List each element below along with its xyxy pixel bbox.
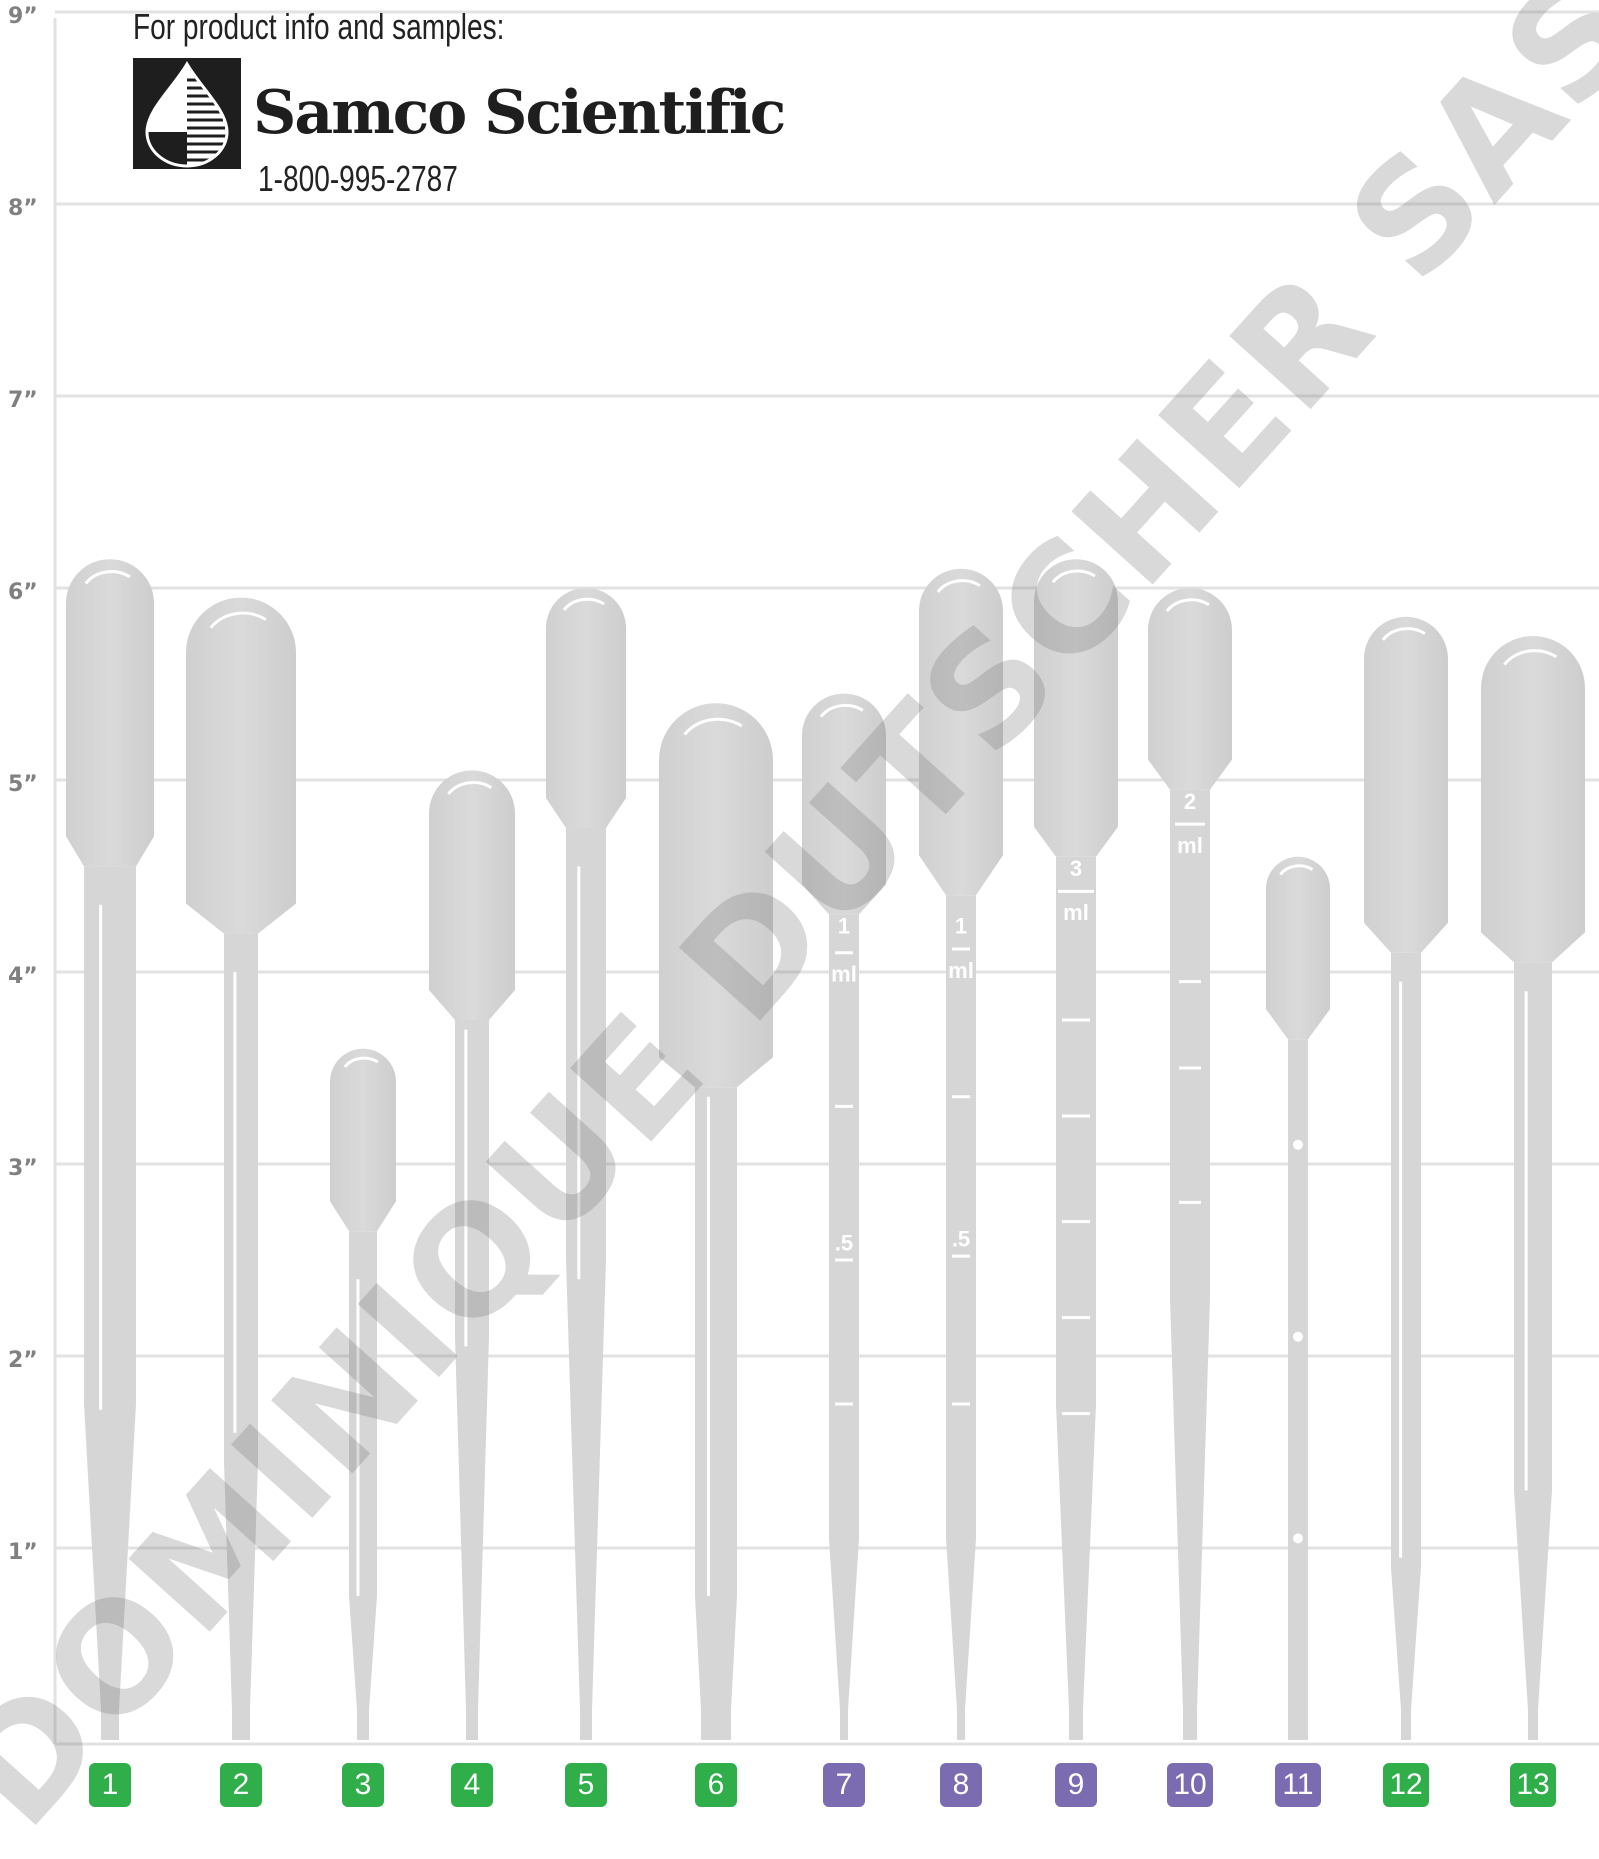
pipette-highlight-13 bbox=[1503, 649, 1558, 666]
pipette-bulb-9 bbox=[1034, 559, 1118, 857]
pipette-badge-4: 4 bbox=[451, 1763, 493, 1807]
pipette-stem-10 bbox=[1170, 789, 1210, 1740]
pipette-stem-7 bbox=[829, 914, 859, 1740]
pipette-bulb-4 bbox=[429, 770, 515, 1020]
pipette-bulb-10 bbox=[1148, 588, 1232, 790]
pipette-badge-9: 9 bbox=[1055, 1763, 1097, 1807]
pipette-3 bbox=[330, 1048, 396, 1740]
pipette-10 bbox=[1148, 588, 1232, 1740]
phone-number: 1-800-995-2787 bbox=[258, 158, 458, 199]
ruler-label-2: 2” bbox=[8, 1348, 38, 1373]
p8-label-half: .5 bbox=[952, 1227, 970, 1252]
pipette-badge-12: 12 bbox=[1383, 1763, 1429, 1807]
product-info-text: For product info and samples: bbox=[133, 6, 505, 47]
p9-label-unit: ml bbox=[1063, 900, 1089, 925]
pipette-highlight-3 bbox=[343, 1056, 379, 1068]
pipette-9 bbox=[1034, 559, 1118, 1740]
pipette-6 bbox=[659, 703, 773, 1740]
pipette-stem-13 bbox=[1514, 962, 1552, 1740]
pipette-bulb-11 bbox=[1266, 856, 1330, 1040]
pipette-bulb-2 bbox=[186, 597, 296, 934]
pipette-stem-5 bbox=[566, 828, 606, 1740]
pipette-7 bbox=[802, 693, 886, 1740]
pipette-highlight-10 bbox=[1165, 598, 1210, 613]
samco-logo bbox=[133, 58, 241, 169]
ruler-label-8: 8” bbox=[8, 196, 38, 221]
pipette-stem-9 bbox=[1056, 856, 1096, 1740]
pipette-stem-11 bbox=[1288, 1039, 1308, 1740]
pipette-8 bbox=[919, 568, 1003, 1740]
pipette-badge-13: 13 bbox=[1510, 1763, 1556, 1807]
pipette-bulb-6 bbox=[659, 703, 773, 1088]
pipette-highlight-4 bbox=[447, 781, 493, 796]
pipette-highlight-6 bbox=[683, 717, 743, 736]
ruler-label-1: 1” bbox=[8, 1540, 38, 1565]
pipette-stem-12 bbox=[1391, 952, 1421, 1740]
drop-logo-icon bbox=[145, 61, 229, 168]
p10-label-unit: ml bbox=[1177, 833, 1203, 858]
pipette-badge-5: 5 bbox=[565, 1763, 607, 1807]
pipette-13 bbox=[1481, 636, 1585, 1740]
pipette-stem-3 bbox=[349, 1231, 377, 1740]
pipette-bulb-12 bbox=[1364, 616, 1448, 953]
pipette-bulb-1 bbox=[66, 559, 154, 867]
p9-label-top: 3 bbox=[1070, 856, 1082, 881]
pipette-stem-2 bbox=[224, 933, 258, 1740]
p8-label-unit: ml bbox=[948, 958, 974, 983]
pipette-highlight-7 bbox=[819, 703, 864, 718]
pipette-dot-2 bbox=[1293, 1331, 1303, 1342]
pipette-highlight-1 bbox=[84, 570, 131, 585]
pipette-bulb-5 bbox=[546, 588, 626, 828]
pipette-badge-3: 3 bbox=[342, 1763, 384, 1807]
pipette-stem-8 bbox=[946, 895, 976, 1740]
p7-label-top: 1 bbox=[838, 914, 850, 939]
pipette-highlight-12 bbox=[1381, 627, 1426, 641]
pipette-5 bbox=[546, 588, 626, 1740]
ruler-label-9: 9” bbox=[8, 4, 38, 29]
pipette-stem-6 bbox=[695, 1087, 737, 1740]
p7-label-half: .5 bbox=[835, 1230, 853, 1255]
pipette-badge-8: 8 bbox=[940, 1763, 982, 1807]
ruler-label-5: 5” bbox=[8, 772, 38, 797]
pipette-dot-3 bbox=[1293, 1533, 1303, 1544]
p8-label-top: 1 bbox=[955, 914, 967, 939]
pipette-12 bbox=[1364, 616, 1448, 1740]
pipettes-layer: 1 ml .5 1 ml .5 3 ml 2 ml bbox=[66, 559, 1585, 1740]
pipette-11 bbox=[1266, 856, 1330, 1740]
pipette-dot-1 bbox=[1293, 1139, 1303, 1150]
ruler-label-3: 3” bbox=[8, 1156, 38, 1181]
pipette-badge-1: 1 bbox=[89, 1763, 131, 1807]
p10-label-top: 2 bbox=[1184, 789, 1196, 814]
pipette-stem-4 bbox=[455, 1020, 489, 1740]
ruler-label-4: 4” bbox=[8, 964, 38, 989]
pipette-highlight-5 bbox=[562, 597, 605, 611]
pipette-highlight-8 bbox=[936, 579, 981, 593]
pipette-highlight-11 bbox=[1279, 864, 1314, 876]
pipette-badge-10: 10 bbox=[1167, 1763, 1213, 1807]
pipette-4 bbox=[429, 770, 515, 1740]
pipette-bulb-3 bbox=[330, 1048, 396, 1232]
pipette-2 bbox=[186, 597, 296, 1740]
ruler-label-7: 7” bbox=[8, 388, 38, 413]
pipette-badge-11: 11 bbox=[1275, 1763, 1321, 1807]
p7-label-unit: ml bbox=[831, 962, 857, 987]
company-name: Samco Scientific bbox=[253, 78, 786, 148]
pipette-highlight-9 bbox=[1051, 569, 1096, 584]
pipette-badge-2: 2 bbox=[220, 1763, 262, 1807]
pipette-1 bbox=[66, 559, 154, 1740]
pipette-bulb-8 bbox=[919, 568, 1003, 896]
pipette-bulb-13 bbox=[1481, 636, 1585, 963]
pipette-bulb-7 bbox=[802, 693, 886, 915]
pipette-badge-6: 6 bbox=[695, 1763, 737, 1807]
pipette-stem-1 bbox=[84, 866, 136, 1740]
ruler-label-6: 6” bbox=[8, 580, 38, 605]
pipette-badge-7: 7 bbox=[823, 1763, 865, 1807]
pipette-highlight-2 bbox=[209, 611, 267, 629]
